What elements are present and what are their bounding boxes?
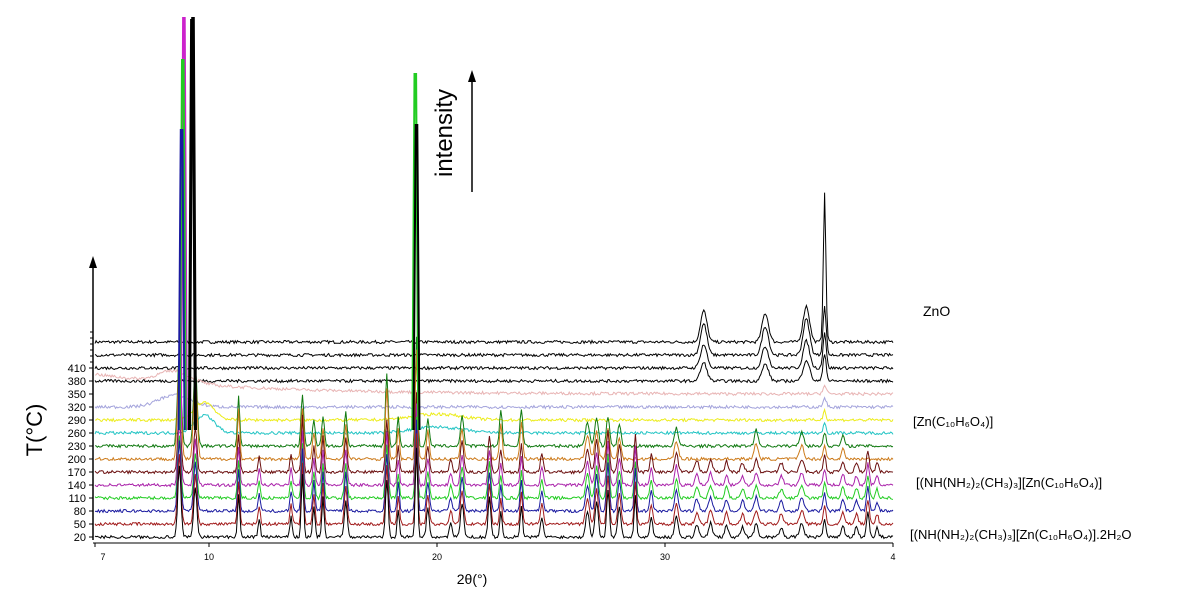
y-axis-label: T(°C) <box>22 404 47 457</box>
trace-440c <box>94 305 894 358</box>
x-tick-label-4: 4 <box>890 552 895 562</box>
y-tick-label-200: 200 <box>68 454 86 466</box>
trace-410c <box>94 332 894 371</box>
diffraction-traces <box>94 17 894 540</box>
intensity-arrow-head <box>468 70 476 82</box>
x-tick-label-30: 30 <box>660 552 670 562</box>
y-tick-label-170: 170 <box>68 467 86 479</box>
tall-peak-6 <box>412 124 421 431</box>
tall-peak-2 <box>177 129 186 431</box>
trace-470c <box>94 192 894 345</box>
phase-label-zn-c10h6o4: [Zn(C₁₀H₆O₄)] <box>913 414 993 429</box>
y-tick-label-350: 350 <box>68 389 86 401</box>
tall-peak-3 <box>189 17 197 431</box>
y-tick-label-20: 20 <box>74 532 86 544</box>
phase-label-zno: ZnO <box>923 303 950 319</box>
trace-110c <box>94 416 894 501</box>
y-tick-label-80: 80 <box>74 506 86 518</box>
phase-label-nh-zn-h2o: [(NH(NH₂)₂(CH₃)₃][Zn(C₁₀H₆O₄)].2H₂O <box>910 527 1132 542</box>
y-tick-label-290: 290 <box>68 415 86 427</box>
x-tick-label-10: 10 <box>204 552 214 562</box>
trace-230c <box>94 336 894 449</box>
trace-320c <box>94 393 894 410</box>
y-tick-label-110: 110 <box>68 493 86 505</box>
x-tick-label-7: 7 <box>100 552 105 562</box>
tall-peak-5 <box>411 73 420 431</box>
trace-350c <box>94 368 894 397</box>
trace-140c <box>94 403 894 488</box>
y-tick-label-260: 260 <box>68 428 86 440</box>
trace-170c <box>94 392 894 475</box>
trace-200c <box>94 349 894 462</box>
phase-label-nh-zn: [(NH(NH₂)₂(CH₃)₃][Zn(C₁₀H₆O₄)] <box>916 475 1102 490</box>
y-tick-label-410: 410 <box>68 363 86 375</box>
trace-20c <box>94 447 894 540</box>
x-axis-label: 2θ(°) <box>457 571 488 587</box>
axes <box>89 256 893 544</box>
tall-peak-4 <box>187 19 196 431</box>
x-tick-labels: 7 10 20 30 4 <box>94 543 896 562</box>
x-tick-label-20: 20 <box>432 552 442 562</box>
trace-290c <box>94 401 894 423</box>
y-axis-arrowhead <box>89 256 97 268</box>
y-tick-label-140: 140 <box>68 480 86 492</box>
trace-380c <box>94 354 894 384</box>
y-tick-label-50: 50 <box>74 519 86 531</box>
trace-260c <box>94 413 894 436</box>
trace-80c <box>94 419 894 514</box>
trace-50c <box>94 433 894 527</box>
y-tick-label-230: 230 <box>68 441 86 453</box>
y-tick-label-380: 380 <box>68 376 86 388</box>
intensity-label: intensity <box>431 89 458 177</box>
y-tick-label-320: 320 <box>68 402 86 414</box>
